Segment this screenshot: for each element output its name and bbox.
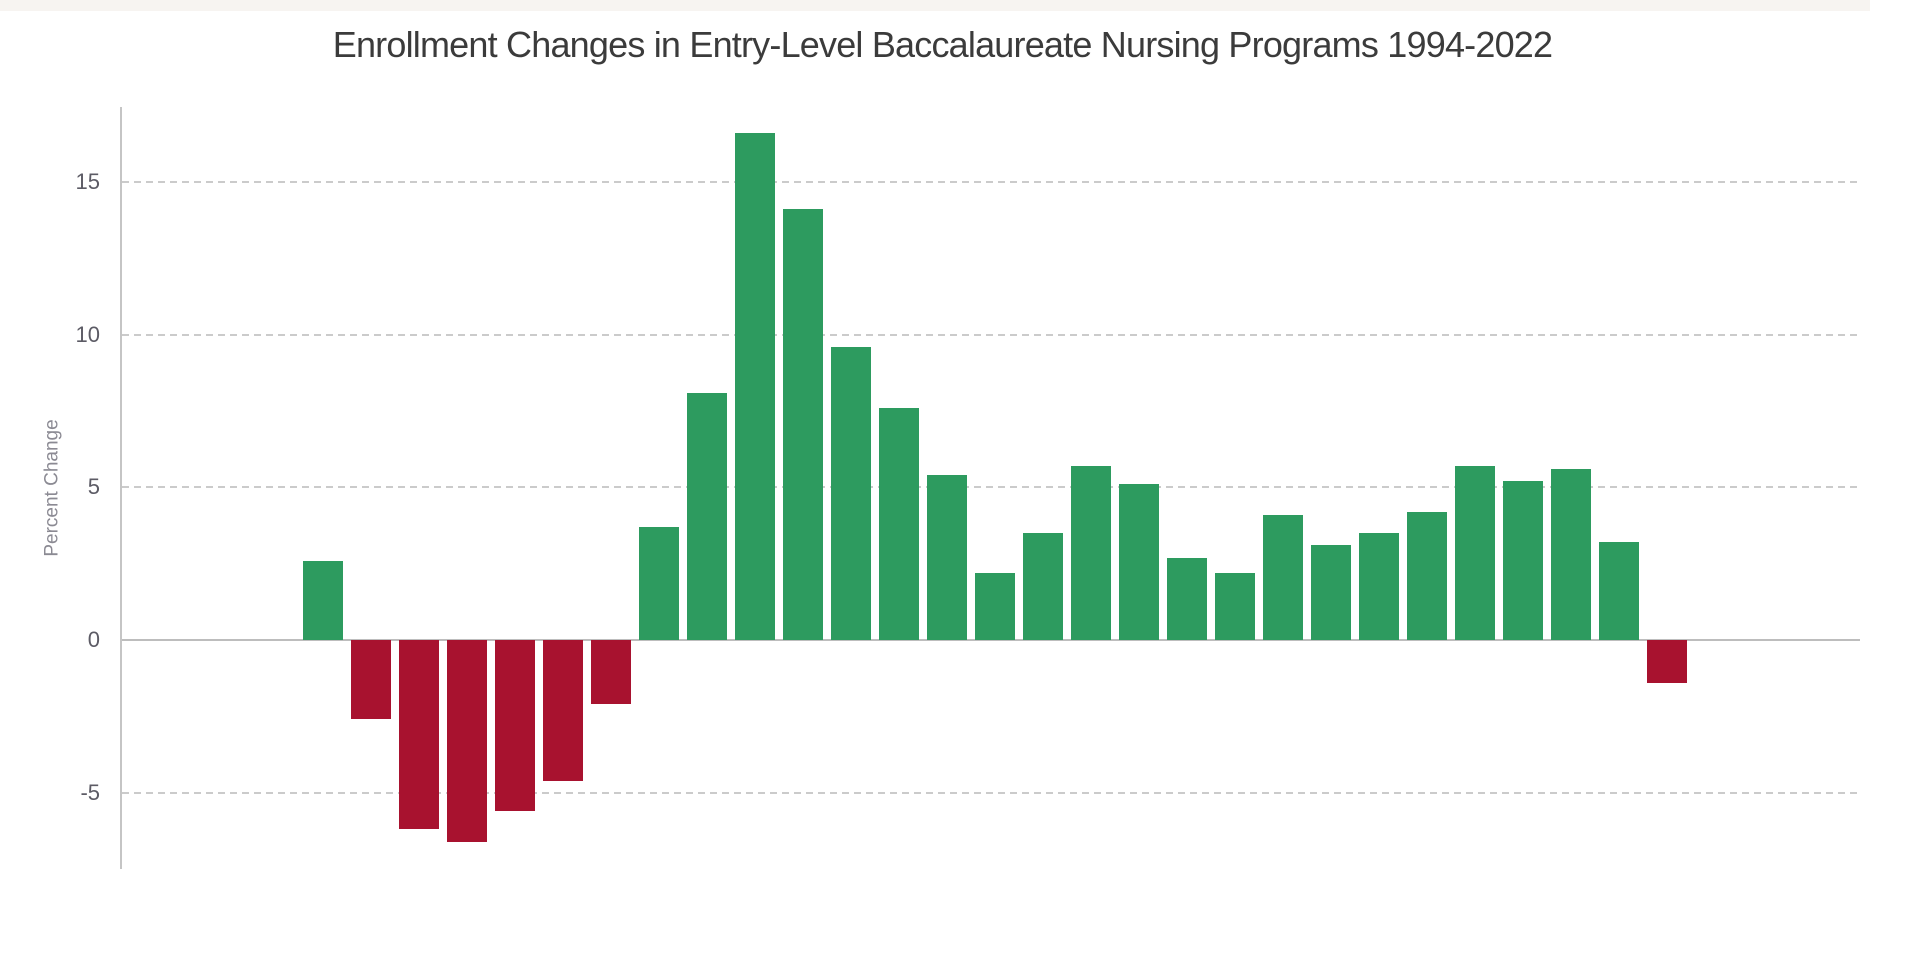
bar-2014[interactable] xyxy=(1262,514,1303,640)
bar-2010[interactable] xyxy=(1070,465,1111,640)
bar-1994[interactable] xyxy=(302,560,343,640)
y-tick-label--5: -5 xyxy=(80,779,100,805)
y-tick-label-15: 15 xyxy=(75,168,100,194)
bar-2002[interactable] xyxy=(686,392,727,640)
bar-1995[interactable] xyxy=(350,640,391,720)
bar-2017[interactable] xyxy=(1406,511,1447,640)
gridline-15 xyxy=(122,180,1860,183)
bar-1997[interactable] xyxy=(446,640,487,842)
bar-1998[interactable] xyxy=(494,640,535,812)
gridline-10 xyxy=(122,333,1860,336)
bar-2006[interactable] xyxy=(878,407,919,640)
bar-2012[interactable] xyxy=(1166,557,1207,640)
bar-2018[interactable] xyxy=(1454,465,1495,640)
page-top-band xyxy=(0,0,1870,11)
y-axis-spine xyxy=(120,107,122,869)
bar-2007[interactable] xyxy=(926,475,967,640)
zero-gridline xyxy=(122,639,1860,641)
bar-2015[interactable] xyxy=(1310,545,1351,640)
bar-2011[interactable] xyxy=(1118,484,1159,640)
y-tick-label-5: 5 xyxy=(87,474,100,500)
bar-1999[interactable] xyxy=(542,640,583,781)
bar-1996[interactable] xyxy=(398,640,439,830)
y-tick-label-10: 10 xyxy=(75,321,100,347)
bar-2013[interactable] xyxy=(1214,572,1255,640)
bar-2020[interactable] xyxy=(1550,468,1591,640)
gridline--5 xyxy=(122,791,1860,794)
bar-2019[interactable] xyxy=(1502,481,1543,640)
bar-2004[interactable] xyxy=(782,209,823,640)
bar-2005[interactable] xyxy=(830,346,871,640)
y-tick-label-0: 0 xyxy=(87,627,100,652)
bar-2001[interactable] xyxy=(638,526,679,640)
bar-2008[interactable] xyxy=(974,572,1015,640)
bar-2003[interactable] xyxy=(734,132,775,640)
gridline-5 xyxy=(122,486,1860,489)
bar-2009[interactable] xyxy=(1022,533,1063,640)
bar-2000[interactable] xyxy=(590,640,631,705)
bar-2021[interactable] xyxy=(1598,542,1639,640)
chart-title: Enrollment Changes in Entry-Level Baccal… xyxy=(332,24,1553,65)
bar-2022[interactable] xyxy=(1646,640,1687,683)
bar-2016[interactable] xyxy=(1358,533,1399,640)
